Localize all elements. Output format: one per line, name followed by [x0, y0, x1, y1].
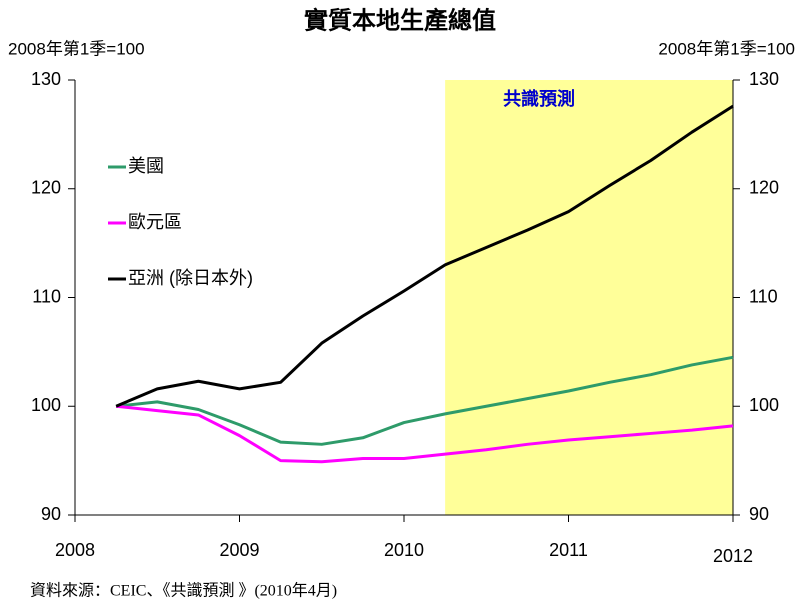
series-line: [115, 104, 734, 408]
y-tick-label: 90: [41, 504, 61, 524]
y2-axis-label: 2008年第1季=100: [658, 39, 795, 58]
x-tick-label: 2008: [55, 540, 95, 560]
x-tick-label: 2012: [713, 546, 753, 566]
y2-tick-label: 100: [749, 395, 779, 415]
y2-tick-label: 90: [749, 504, 769, 524]
forecast-label: 共識預測: [503, 88, 575, 109]
x-tick-label: 2010: [384, 540, 424, 560]
legend-label: 歐元區: [128, 212, 182, 232]
y-tick-label: 130: [31, 69, 61, 89]
x-tick-label: 2011: [549, 540, 588, 560]
legend-label: 亞洲 (除日本外): [128, 268, 253, 288]
x-tick-label: 2009: [219, 540, 259, 560]
y2-tick-label: 120: [749, 178, 779, 198]
legend-label: 美國: [128, 156, 164, 176]
y-tick-label: 120: [31, 178, 61, 198]
y-axis-label: 2008年第1季=100: [8, 39, 145, 58]
series-line: [115, 404, 734, 464]
source-note: 資料來源：CEIC、《共識預測 》(2010年4月): [30, 582, 337, 600]
series-line: [115, 355, 734, 446]
y-tick-label: 110: [32, 286, 61, 306]
forecast-shade: [445, 80, 733, 515]
y-tick-label: 100: [31, 395, 61, 415]
y2-tick-label: 130: [749, 69, 779, 89]
chart-title: 實質本地生產總值: [304, 6, 496, 34]
y2-tick-label: 110: [749, 286, 778, 306]
